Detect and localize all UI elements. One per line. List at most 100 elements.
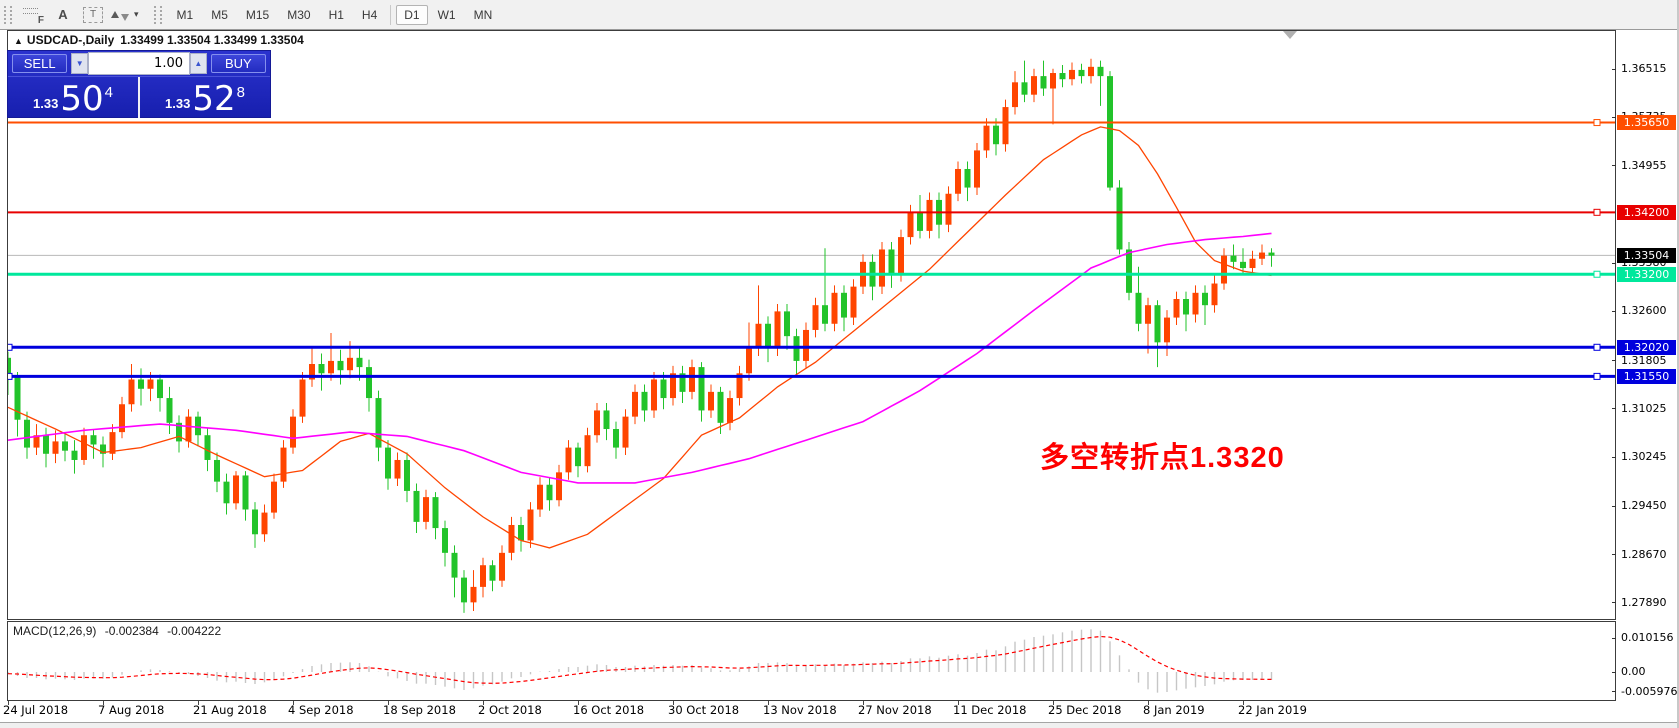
macd-tick-label: 0.00 bbox=[1621, 665, 1646, 678]
text-label-box: T bbox=[83, 6, 103, 23]
timeframe-button-d1[interactable]: D1 bbox=[396, 4, 428, 25]
chart-shift-marker-icon[interactable] bbox=[1283, 31, 1297, 39]
volume-decrease-button[interactable]: ▼ bbox=[71, 53, 88, 74]
date-label: 2 Oct 2018 bbox=[478, 703, 542, 717]
sell-button[interactable]: SELL bbox=[12, 54, 68, 73]
price-chart-pane[interactable] bbox=[7, 30, 1616, 620]
date-tick bbox=[863, 701, 864, 705]
date-tick bbox=[388, 701, 389, 705]
date-tick bbox=[198, 701, 199, 705]
line-handle[interactable] bbox=[8, 343, 13, 351]
macd-tick-label: -0.005976 bbox=[1621, 684, 1678, 698]
ma-fast-line[interactable] bbox=[8, 126, 1272, 549]
date-label: 18 Sep 2018 bbox=[383, 703, 456, 717]
date-label: 30 Oct 2018 bbox=[668, 703, 740, 717]
date-label: 21 Aug 2018 bbox=[193, 703, 267, 717]
arrows-tool-icon[interactable]: ▾ bbox=[111, 4, 139, 26]
date-tick bbox=[673, 701, 674, 705]
axis-tick bbox=[1612, 554, 1616, 556]
date-tick bbox=[1243, 701, 1244, 705]
price-tick-label: 1.31805 bbox=[1621, 353, 1667, 367]
date-label: 13 Nov 2018 bbox=[763, 703, 837, 717]
price-badge-1.34200: 1.34200 bbox=[1617, 204, 1676, 220]
sell-quote[interactable]: 1.33 50 4 bbox=[8, 77, 138, 118]
toolbar-grip[interactable] bbox=[153, 5, 162, 24]
timeframe-button-h1[interactable]: H1 bbox=[328, 7, 344, 22]
line-handle[interactable] bbox=[1593, 372, 1601, 380]
date-label: 11 Dec 2018 bbox=[953, 703, 1027, 717]
fibonacci-dotline bbox=[23, 7, 38, 9]
date-tick bbox=[958, 701, 959, 705]
timeframe-button-h4[interactable]: H4 bbox=[361, 7, 378, 22]
buy-price-prefix: 1.33 bbox=[165, 96, 191, 111]
axis-tick bbox=[1612, 637, 1616, 639]
date-tick bbox=[578, 701, 579, 705]
price-tick-label: 1.30245 bbox=[1621, 450, 1667, 464]
arrow-up-glyph bbox=[111, 11, 119, 18]
arrow-down-glyph bbox=[121, 14, 129, 21]
date-tick bbox=[483, 701, 484, 705]
price-tick-label: 1.36515 bbox=[1621, 62, 1667, 75]
line-handle[interactable] bbox=[1593, 208, 1601, 216]
text-label-tool-icon[interactable]: T bbox=[81, 4, 105, 26]
price-badge-1.33504: 1.33504 bbox=[1617, 247, 1676, 263]
macd-value-1: -0.002384 bbox=[104, 624, 159, 638]
axis-tick bbox=[1612, 360, 1616, 362]
buy-price-pip: 8 bbox=[236, 84, 245, 101]
trade-panel-controls: SELL ▼ ▲ BUY bbox=[8, 51, 270, 77]
axis-tick bbox=[1612, 456, 1616, 458]
price-badge-1.35650: 1.35650 bbox=[1617, 115, 1676, 131]
macd-label: MACD(12,26,9) bbox=[13, 624, 97, 638]
price-tick-label: 1.31025 bbox=[1621, 401, 1667, 415]
price-tick-label: 1.34955 bbox=[1621, 158, 1667, 172]
date-label: 16 Oct 2018 bbox=[573, 703, 645, 717]
timeframe-button-mn[interactable]: MN bbox=[473, 7, 493, 22]
line-handle[interactable] bbox=[8, 372, 13, 380]
fibonacci-letter: F bbox=[37, 14, 44, 26]
buy-button[interactable]: BUY bbox=[210, 54, 266, 73]
axis-tick bbox=[1612, 165, 1616, 167]
candlestick-series bbox=[8, 58, 1275, 613]
price-tick-label: 1.28670 bbox=[1621, 547, 1667, 561]
symbol-arrow-icon: ▲ bbox=[14, 36, 23, 46]
date-tick bbox=[293, 701, 294, 705]
timeframe-button-m30[interactable]: M30 bbox=[287, 7, 311, 22]
date-tick bbox=[103, 701, 104, 705]
chart-annotation-text: 多空转折点1.3320 bbox=[1040, 442, 1285, 474]
date-tick bbox=[768, 701, 769, 705]
chevron-down-icon: ▾ bbox=[134, 9, 139, 19]
date-label: 24 Jul 2018 bbox=[3, 703, 69, 717]
macd-signal-line bbox=[8, 635, 1272, 684]
date-label: 4 Sep 2018 bbox=[288, 703, 354, 717]
line-handle[interactable] bbox=[1593, 270, 1601, 278]
axis-tick bbox=[1612, 262, 1616, 264]
sell-price-prefix: 1.33 bbox=[33, 96, 59, 111]
timeframe-button-m5[interactable]: M5 bbox=[211, 7, 228, 22]
axis-tick bbox=[1612, 408, 1616, 410]
text-tool-icon[interactable]: A bbox=[58, 7, 68, 22]
toolbar-grip[interactable] bbox=[4, 5, 12, 24]
timeframe-button-m1[interactable]: M1 bbox=[176, 7, 194, 22]
chart-title: ▲ USDCAD-,Daily 1.33499 1.33504 1.33499 1.… bbox=[14, 33, 304, 47]
ma-slow-line[interactable] bbox=[8, 232, 1272, 484]
axis-tick bbox=[1612, 671, 1616, 673]
line-handle[interactable] bbox=[1593, 343, 1601, 351]
fibonacci-dotline bbox=[23, 12, 38, 14]
price-badge-1.32020: 1.32020 bbox=[1617, 339, 1676, 355]
price-tick-label: 1.32600 bbox=[1621, 304, 1667, 318]
sell-price-pip: 4 bbox=[104, 84, 113, 101]
date-tick bbox=[1148, 701, 1149, 705]
timeframe-button-w1[interactable]: W1 bbox=[437, 7, 456, 22]
axis-tick bbox=[1612, 68, 1616, 70]
timeframe-button-m15[interactable]: M15 bbox=[245, 7, 270, 22]
quote-divider bbox=[138, 77, 140, 118]
buy-quote[interactable]: 1.33 52 8 bbox=[140, 77, 270, 118]
fibonacci-tool-icon[interactable]: F bbox=[21, 6, 45, 26]
date-label: 8 Jan 2019 bbox=[1143, 703, 1205, 717]
macd-indicator-pane[interactable] bbox=[7, 621, 1616, 701]
trade-panel-quotes: 1.33 50 4 1.33 52 8 bbox=[8, 77, 270, 118]
volume-input[interactable] bbox=[88, 52, 190, 75]
line-handle[interactable] bbox=[1593, 119, 1601, 127]
volume-increase-button[interactable]: ▲ bbox=[190, 53, 207, 74]
